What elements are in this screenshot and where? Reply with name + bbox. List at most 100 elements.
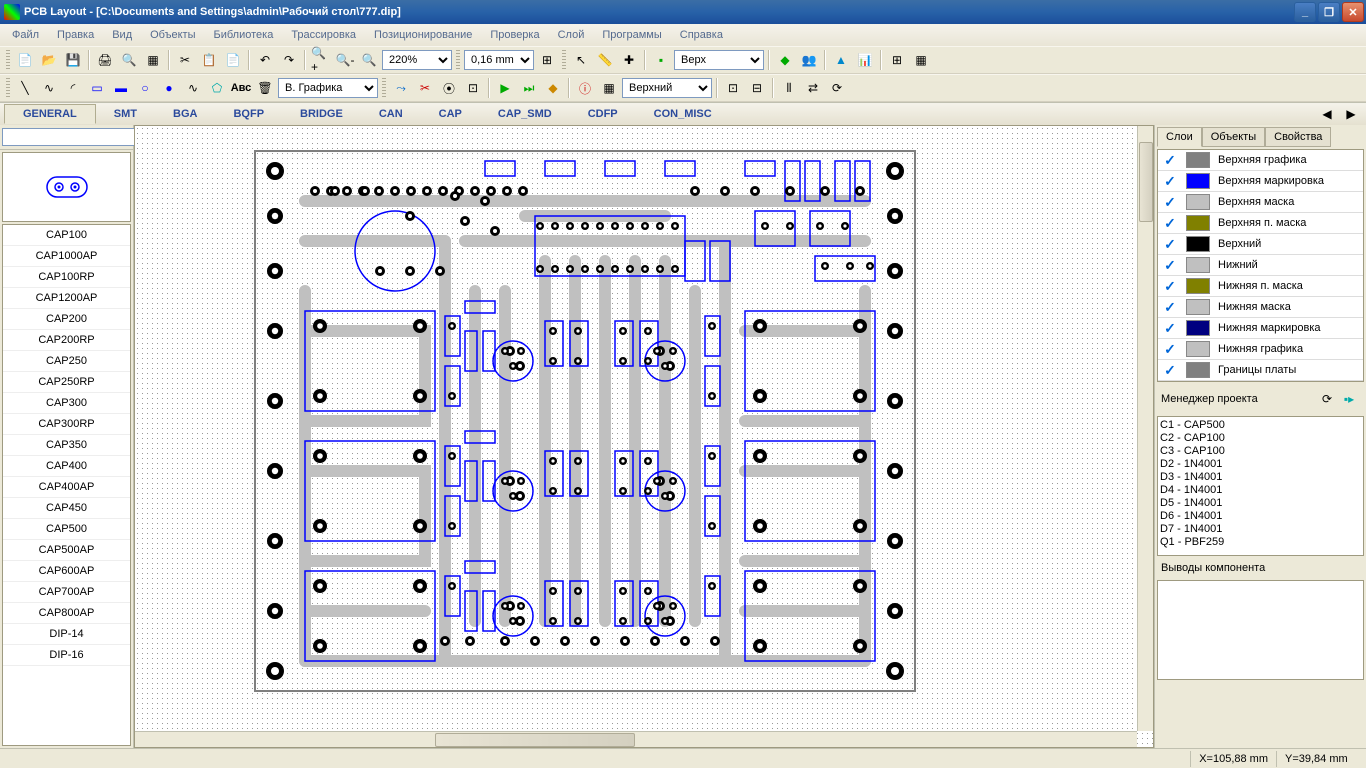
line-button[interactable]: ╲ [14, 77, 36, 99]
undo-button[interactable]: ↶ [254, 49, 276, 71]
copy-button[interactable]: 📋 [198, 49, 220, 71]
layer-color-swatch[interactable] [1186, 152, 1210, 168]
tab-bqfp[interactable]: BQFP [215, 105, 282, 123]
rectfill-button[interactable]: ▬ [110, 77, 132, 99]
menu-проверка[interactable]: Проверка [482, 27, 547, 43]
menu-трассировка[interactable]: Трассировка [283, 27, 364, 43]
component-item[interactable]: CAP200 [3, 309, 130, 330]
project-item[interactable]: C2 - CAP100 [1160, 432, 1361, 445]
project-item[interactable]: Q1 - PBF259 [1160, 536, 1361, 549]
layer2-combo[interactable]: Верхний [622, 78, 712, 98]
drc2-button[interactable]: ⓘ [574, 77, 596, 99]
route-button[interactable]: ⤳ [390, 77, 412, 99]
component-item[interactable]: CAP800AP [3, 603, 130, 624]
layer-color-swatch[interactable] [1186, 278, 1210, 294]
paste-button[interactable]: 📄 [222, 49, 244, 71]
rtab-Свойства[interactable]: Свойства [1265, 127, 1331, 147]
component-item[interactable]: CAP100 [3, 225, 130, 246]
search-input[interactable] [2, 128, 150, 146]
component-item[interactable]: CAP400 [3, 456, 130, 477]
layer-color-swatch[interactable] [1186, 236, 1210, 252]
close-button[interactable]: ✕ [1342, 2, 1364, 22]
flip-button[interactable]: ⇄ [802, 77, 824, 99]
grid-combo[interactable]: 0,16 mm [464, 50, 534, 70]
layer-color-swatch[interactable] [1186, 362, 1210, 378]
toolbar-grip[interactable] [562, 50, 566, 70]
menu-вид[interactable]: Вид [104, 27, 140, 43]
select-button[interactable]: ↖ [570, 49, 592, 71]
menu-позиционирование[interactable]: Позиционирование [366, 27, 480, 43]
menu-слой[interactable]: Слой [550, 27, 593, 43]
component-item[interactable]: CAP450 [3, 498, 130, 519]
component-item[interactable]: CAP200RP [3, 330, 130, 351]
poly-button[interactable]: ∿ [182, 77, 204, 99]
toolbar-grip[interactable] [6, 50, 10, 70]
align-button[interactable]: ⫴ [778, 77, 800, 99]
project-item[interactable]: D7 - 1N4001 [1160, 523, 1361, 536]
component-item[interactable]: CAP1200AP [3, 288, 130, 309]
layer-check-icon[interactable]: ✓ [1158, 341, 1182, 358]
layers-list[interactable]: ✓Верхняя графика✓Верхняя маркировка ✓Верх… [1157, 149, 1364, 382]
redo-button[interactable]: ↷ [278, 49, 300, 71]
component-item[interactable]: CAP700AP [3, 582, 130, 603]
tab-prev[interactable]: ◀ [1316, 103, 1338, 125]
layer-row[interactable]: ✓Нижняя п. маска [1158, 276, 1363, 297]
layer-check-icon[interactable]: ✓ [1158, 173, 1182, 190]
layer-check-icon[interactable]: ✓ [1158, 215, 1182, 232]
copper-button[interactable]: ⊡ [462, 77, 484, 99]
component-item[interactable]: CAP350 [3, 435, 130, 456]
canvas-vscroll[interactable] [1137, 126, 1153, 731]
layer-color-swatch[interactable] [1186, 320, 1210, 336]
pcb-canvas[interactable] [134, 125, 1154, 748]
layer-row[interactable]: ✓Верхняя маркировка [1158, 171, 1363, 192]
tab-con_misc[interactable]: CON_MISC [636, 105, 730, 123]
layer-row[interactable]: ✓Верхняя п. маска [1158, 213, 1363, 234]
minimize-button[interactable]: _ [1294, 2, 1316, 22]
rtab-Объекты[interactable]: Объекты [1202, 127, 1265, 147]
toolbar-grip[interactable] [6, 78, 10, 98]
component-item[interactable]: CAP250 [3, 351, 130, 372]
layer-row[interactable]: ✓Верхняя графика [1158, 150, 1363, 171]
component-item[interactable]: CAP600AP [3, 561, 130, 582]
export-button[interactable]: 📊 [854, 49, 876, 71]
zoom-in-button[interactable]: 🔍+ [310, 49, 332, 71]
layer-row[interactable]: ✓Нижняя маркировка [1158, 318, 1363, 339]
layer-color-swatch[interactable] [1186, 341, 1210, 357]
component-item[interactable]: DIP-16 [3, 645, 130, 666]
grid-button[interactable]: ⊞ [536, 49, 558, 71]
layer-row[interactable]: ✓Верхний [1158, 234, 1363, 255]
tab-bga[interactable]: BGA [155, 105, 215, 123]
ellipsefill-button[interactable]: ● [158, 77, 180, 99]
layer-color-swatch[interactable] [1186, 257, 1210, 273]
project-item[interactable]: C3 - CAP100 [1160, 445, 1361, 458]
layer-check-icon[interactable]: ✓ [1158, 194, 1182, 211]
toolbar-grip[interactable] [382, 78, 386, 98]
component-item[interactable]: CAP100RP [3, 267, 130, 288]
group-button[interactable]: ⊡ [722, 77, 744, 99]
titleblock-button[interactable]: ▦ [142, 49, 164, 71]
layer-row[interactable]: ✓Нижняя маска [1158, 297, 1363, 318]
layer-row[interactable]: ✓Границы платы [1158, 360, 1363, 381]
component-item[interactable]: CAP250RP [3, 372, 130, 393]
component-button[interactable]: ▪ [650, 49, 672, 71]
layer-color-swatch[interactable] [1186, 194, 1210, 210]
layer-color-swatch[interactable] [1186, 299, 1210, 315]
preview-button[interactable]: 🔍 [118, 49, 140, 71]
new-button[interactable]: 📄 [14, 49, 36, 71]
play-button[interactable]: ▶ [494, 77, 516, 99]
arc-button[interactable]: ◜ [62, 77, 84, 99]
tab-next[interactable]: ▶ [1340, 103, 1362, 125]
zoom-fit-button[interactable]: 🔍 [358, 49, 380, 71]
layer-row[interactable]: ✓Нижняя графика [1158, 339, 1363, 360]
menu-справка[interactable]: Справка [672, 27, 731, 43]
proj-ic-icon[interactable]: ▪▸ [1338, 388, 1360, 410]
layer-check-icon[interactable]: ✓ [1158, 299, 1182, 316]
open-button[interactable]: 📂 [38, 49, 60, 71]
rect-button[interactable]: ▭ [86, 77, 108, 99]
tab-cap[interactable]: CAP [421, 105, 480, 123]
pins-list[interactable] [1157, 580, 1364, 680]
project-list[interactable]: C1 - CAP500C2 - CAP100C3 - CAP100D2 - 1N… [1157, 416, 1364, 556]
layer-combo[interactable]: Верх [674, 50, 764, 70]
project-item[interactable]: D4 - 1N4001 [1160, 484, 1361, 497]
layer-row[interactable]: ✓Нижний [1158, 255, 1363, 276]
